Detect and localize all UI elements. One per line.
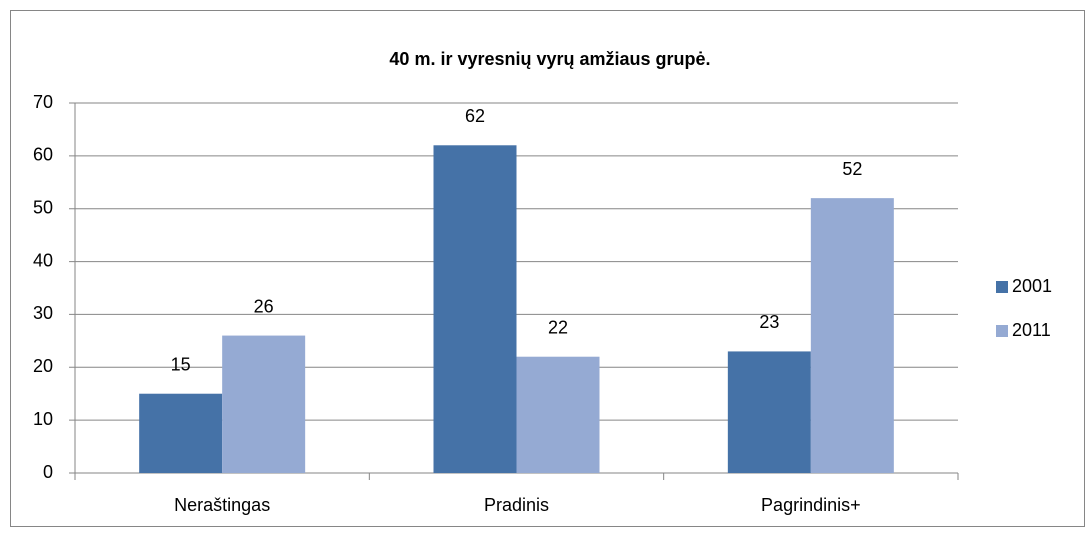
- y-tick-label: 40: [33, 250, 53, 270]
- data-label: 26: [254, 296, 274, 316]
- y-tick-label: 60: [33, 145, 53, 165]
- legend-label: 2001: [1012, 276, 1052, 296]
- bar: [727, 351, 811, 473]
- y-tick-label: 70: [33, 92, 53, 112]
- x-tick-label: Pagrindinis+: [761, 495, 861, 515]
- y-tick-label: 20: [33, 356, 53, 376]
- legend-label: 2011: [1012, 320, 1051, 340]
- data-label: 22: [548, 317, 568, 337]
- y-tick-label: 10: [33, 409, 53, 429]
- x-tick-label: Pradinis: [484, 495, 549, 515]
- chart-title: 40 m. ir vyresnių vyrų amžiaus grupė.: [389, 49, 710, 69]
- data-label: 52: [842, 159, 862, 179]
- legend-swatch: [996, 325, 1008, 337]
- data-label: 62: [465, 106, 485, 126]
- x-tick-label: Neraštingas: [174, 495, 270, 515]
- bar: [433, 145, 517, 474]
- bar: [222, 335, 306, 473]
- y-tick-label: 50: [33, 197, 53, 217]
- bar: [810, 198, 894, 473]
- y-tick-label: 0: [43, 462, 53, 482]
- bar: [139, 393, 223, 473]
- data-label: 15: [171, 354, 191, 374]
- legend-swatch: [996, 281, 1008, 293]
- y-tick-label: 30: [33, 303, 53, 323]
- data-label: 23: [759, 312, 779, 332]
- bar: [516, 356, 600, 473]
